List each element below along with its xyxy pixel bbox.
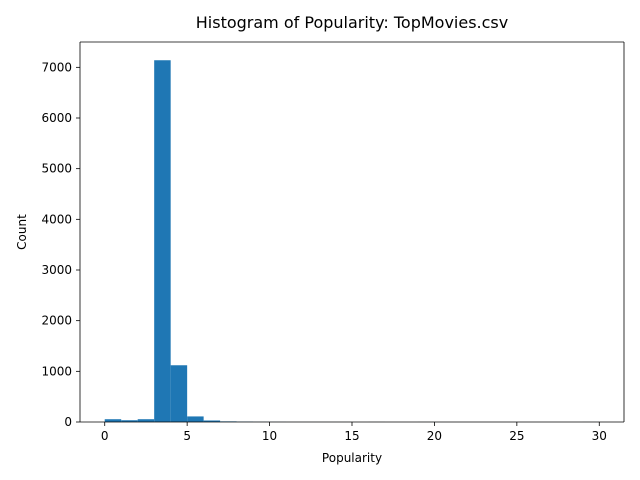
y-tick-label: 5000 — [41, 162, 72, 176]
x-tick-label: 10 — [262, 429, 277, 443]
y-tick-label: 2000 — [41, 314, 72, 328]
chart-title: Histogram of Popularity: TopMovies.csv — [196, 13, 508, 32]
y-tick-label: 4000 — [41, 212, 72, 226]
x-tick-label: 5 — [183, 429, 191, 443]
y-ticks-group: 0 1000 2000 3000 4000 5000 6000 7000 — [41, 60, 80, 429]
histogram-bar-0 — [104, 419, 122, 422]
x-tick-label: 25 — [509, 429, 524, 443]
y-tick-label: 7000 — [41, 60, 72, 74]
x-tick-label: 0 — [101, 429, 109, 443]
histogram-bar-4 — [170, 365, 188, 422]
bars-group — [104, 60, 600, 423]
y-tick-label: 1000 — [41, 364, 72, 378]
histogram-bar-3 — [154, 60, 171, 423]
x-tick-label: 20 — [427, 429, 442, 443]
x-tick-label: 15 — [344, 429, 359, 443]
y-axis-label: Count — [15, 214, 29, 250]
histogram-bar-2 — [137, 419, 155, 422]
y-tick-label: 0 — [64, 415, 72, 429]
histogram-bar-6 — [203, 420, 221, 422]
x-tick-label: 30 — [592, 429, 607, 443]
histogram-bar-1 — [121, 420, 138, 422]
y-tick-label: 3000 — [41, 263, 72, 277]
x-axis-label: Popularity — [322, 451, 382, 465]
histogram-bar-5 — [187, 416, 204, 422]
x-ticks-group: 0 5 10 15 20 25 30 — [101, 422, 607, 443]
y-tick-label: 6000 — [41, 111, 72, 125]
